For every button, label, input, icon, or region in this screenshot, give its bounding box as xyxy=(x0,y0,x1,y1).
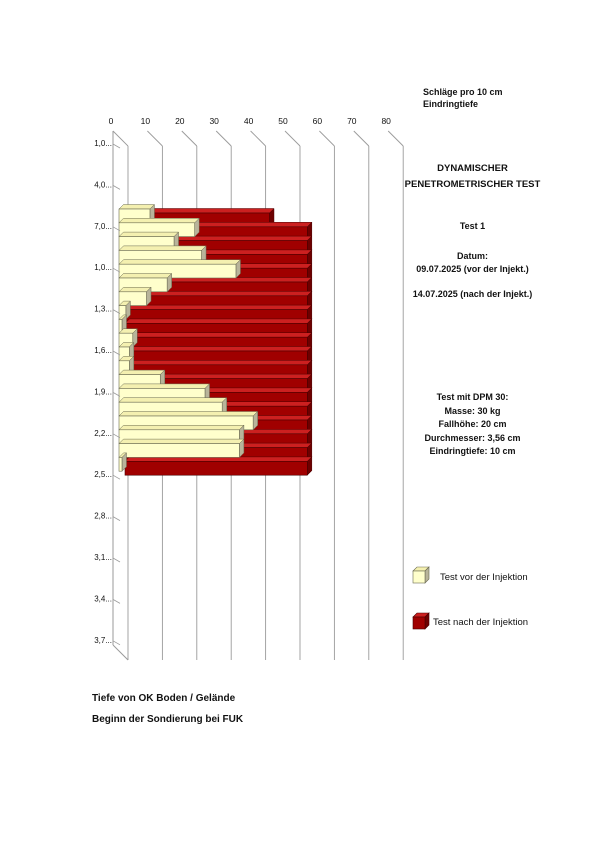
y-tick-mark xyxy=(112,226,121,232)
y-tick-mark xyxy=(112,185,121,190)
gridline-top xyxy=(250,130,266,147)
bar-after-top xyxy=(124,318,313,324)
y-tick-label: 1,0... xyxy=(94,263,112,272)
legend-swatch-after-front xyxy=(412,616,426,630)
legend-swatches xyxy=(412,566,430,630)
bar-before xyxy=(118,272,173,293)
y-tick-mark xyxy=(112,350,121,356)
gridline-top xyxy=(319,130,335,147)
y-tick-label: 2,2... xyxy=(94,429,112,438)
spec-line: Eindringtiefe: 10 cm xyxy=(429,446,516,456)
x-tick-label: 30 xyxy=(209,116,219,126)
bar-before-top xyxy=(118,397,228,403)
panel-title: DYNAMISCHER PENETROMETRISCHER TEST xyxy=(404,163,541,190)
bar-before-front xyxy=(118,457,123,472)
y-tick-mark xyxy=(112,143,121,149)
y-tick-mark xyxy=(112,557,121,563)
bar-before-top xyxy=(118,231,180,237)
x-unit-label: Schläge pro 10 cm Eindringtiefe xyxy=(423,87,503,109)
x-tick-label: 60 xyxy=(313,116,323,126)
gridline-top xyxy=(112,130,129,147)
legend-swatch-before-front xyxy=(412,570,426,584)
y-tick-mark xyxy=(112,640,121,646)
floor-edge xyxy=(112,644,129,661)
x-tick-label: 10 xyxy=(141,116,151,126)
y-tick-label: 1,3... xyxy=(94,305,112,314)
bar-before xyxy=(118,438,245,459)
y-tick-mark xyxy=(112,599,121,604)
bar-after-top xyxy=(124,304,313,310)
x-tick-label: 20 xyxy=(175,116,185,126)
spec-line: Fallhöhe: 20 cm xyxy=(438,419,507,429)
y-tick-mark xyxy=(112,433,121,439)
x-tick-label: 0 xyxy=(109,116,114,126)
y-tick-mark xyxy=(112,516,121,521)
y-tick-label: 1,6... xyxy=(94,346,112,355)
bar-before-top xyxy=(118,369,166,375)
bar-before-front xyxy=(118,443,240,458)
x-tick-labels: 0 10 20 30 40 50 60 70 80 xyxy=(109,116,392,126)
spec-line: Durchmesser: 3,56 cm xyxy=(424,432,521,443)
bar-before-top xyxy=(118,438,245,444)
x-tick-label: 50 xyxy=(278,116,288,126)
date-label: Datum: xyxy=(457,251,488,261)
y-tick-label: 3,1... xyxy=(94,553,112,562)
legend-swatch-before xyxy=(412,566,430,584)
legend-swatch-after xyxy=(412,612,430,630)
y-tick-label: 2,8... xyxy=(94,512,112,521)
bar-before-top xyxy=(118,245,207,251)
bar-before xyxy=(118,452,128,472)
gridline-top xyxy=(284,130,301,147)
y-tick-label: 3,7... xyxy=(94,636,112,645)
gridline-top xyxy=(353,130,370,147)
y-tick-label: 1,9... xyxy=(94,387,112,396)
test-spec: Test mit DPM 30: Masse: 30 kg Fallhöhe: … xyxy=(400,391,545,459)
gridline-top xyxy=(147,130,163,147)
y-tick-label: 4,0... xyxy=(94,180,112,189)
bar-after-top xyxy=(124,332,313,338)
footer-start-reference: Beginn der Sondierung bei FUK xyxy=(92,714,244,725)
bar-after-top xyxy=(124,346,313,352)
y-tick-mark xyxy=(112,474,121,480)
chart-walls xyxy=(112,131,129,661)
y-tick-labels: 1,0... 4,0... 7,0... 1,0... 1,3... 1,6... 1,9.… xyxy=(94,139,121,646)
legend-label-before: Test vor der Injektion xyxy=(440,572,528,583)
bar-before-top xyxy=(118,204,156,210)
date-before: 09.07.2025 (vor der Injekt.) xyxy=(416,264,529,274)
chart-bars xyxy=(118,203,313,476)
y-tick-label: 7,0... xyxy=(94,222,112,231)
bar-before-top xyxy=(118,273,173,279)
footer-depth-reference: Tiefe von OK Boden / Gelände xyxy=(92,693,236,704)
x-tick-label: 40 xyxy=(244,116,254,126)
bar-before-top xyxy=(118,218,200,224)
y-tick-label: 2,5... xyxy=(94,470,112,479)
spec-line: Test mit DPM 30: xyxy=(436,392,509,402)
bar-after-top xyxy=(124,360,313,366)
test-name: Test 1 xyxy=(459,221,486,231)
spec-line: Masse: 30 kg xyxy=(444,405,501,416)
bar-before-top xyxy=(118,259,242,265)
bar-before-top xyxy=(118,411,259,417)
bar-after-front xyxy=(124,461,308,476)
y-tick-label: 1,0... xyxy=(94,139,112,148)
bar-before-top xyxy=(118,425,245,431)
gridline-top xyxy=(215,130,232,147)
bar-before xyxy=(118,300,131,321)
y-tick-mark xyxy=(112,267,121,273)
bar-before-top xyxy=(118,287,152,293)
x-tick-label: 80 xyxy=(381,116,391,126)
y-tick-mark xyxy=(112,309,121,314)
bar-before-top xyxy=(118,383,211,389)
bar-after xyxy=(124,456,313,476)
x-tick-label: 70 xyxy=(347,116,357,126)
legend-label-after: Test nach der Injektion xyxy=(433,617,529,628)
gridline-top xyxy=(387,130,404,147)
y-tick-mark xyxy=(112,392,121,397)
date-after: 14.07.2025 (nach der Injekt.) xyxy=(412,289,533,299)
y-tick-label: 3,4... xyxy=(94,594,112,603)
gridline-top xyxy=(181,130,198,147)
